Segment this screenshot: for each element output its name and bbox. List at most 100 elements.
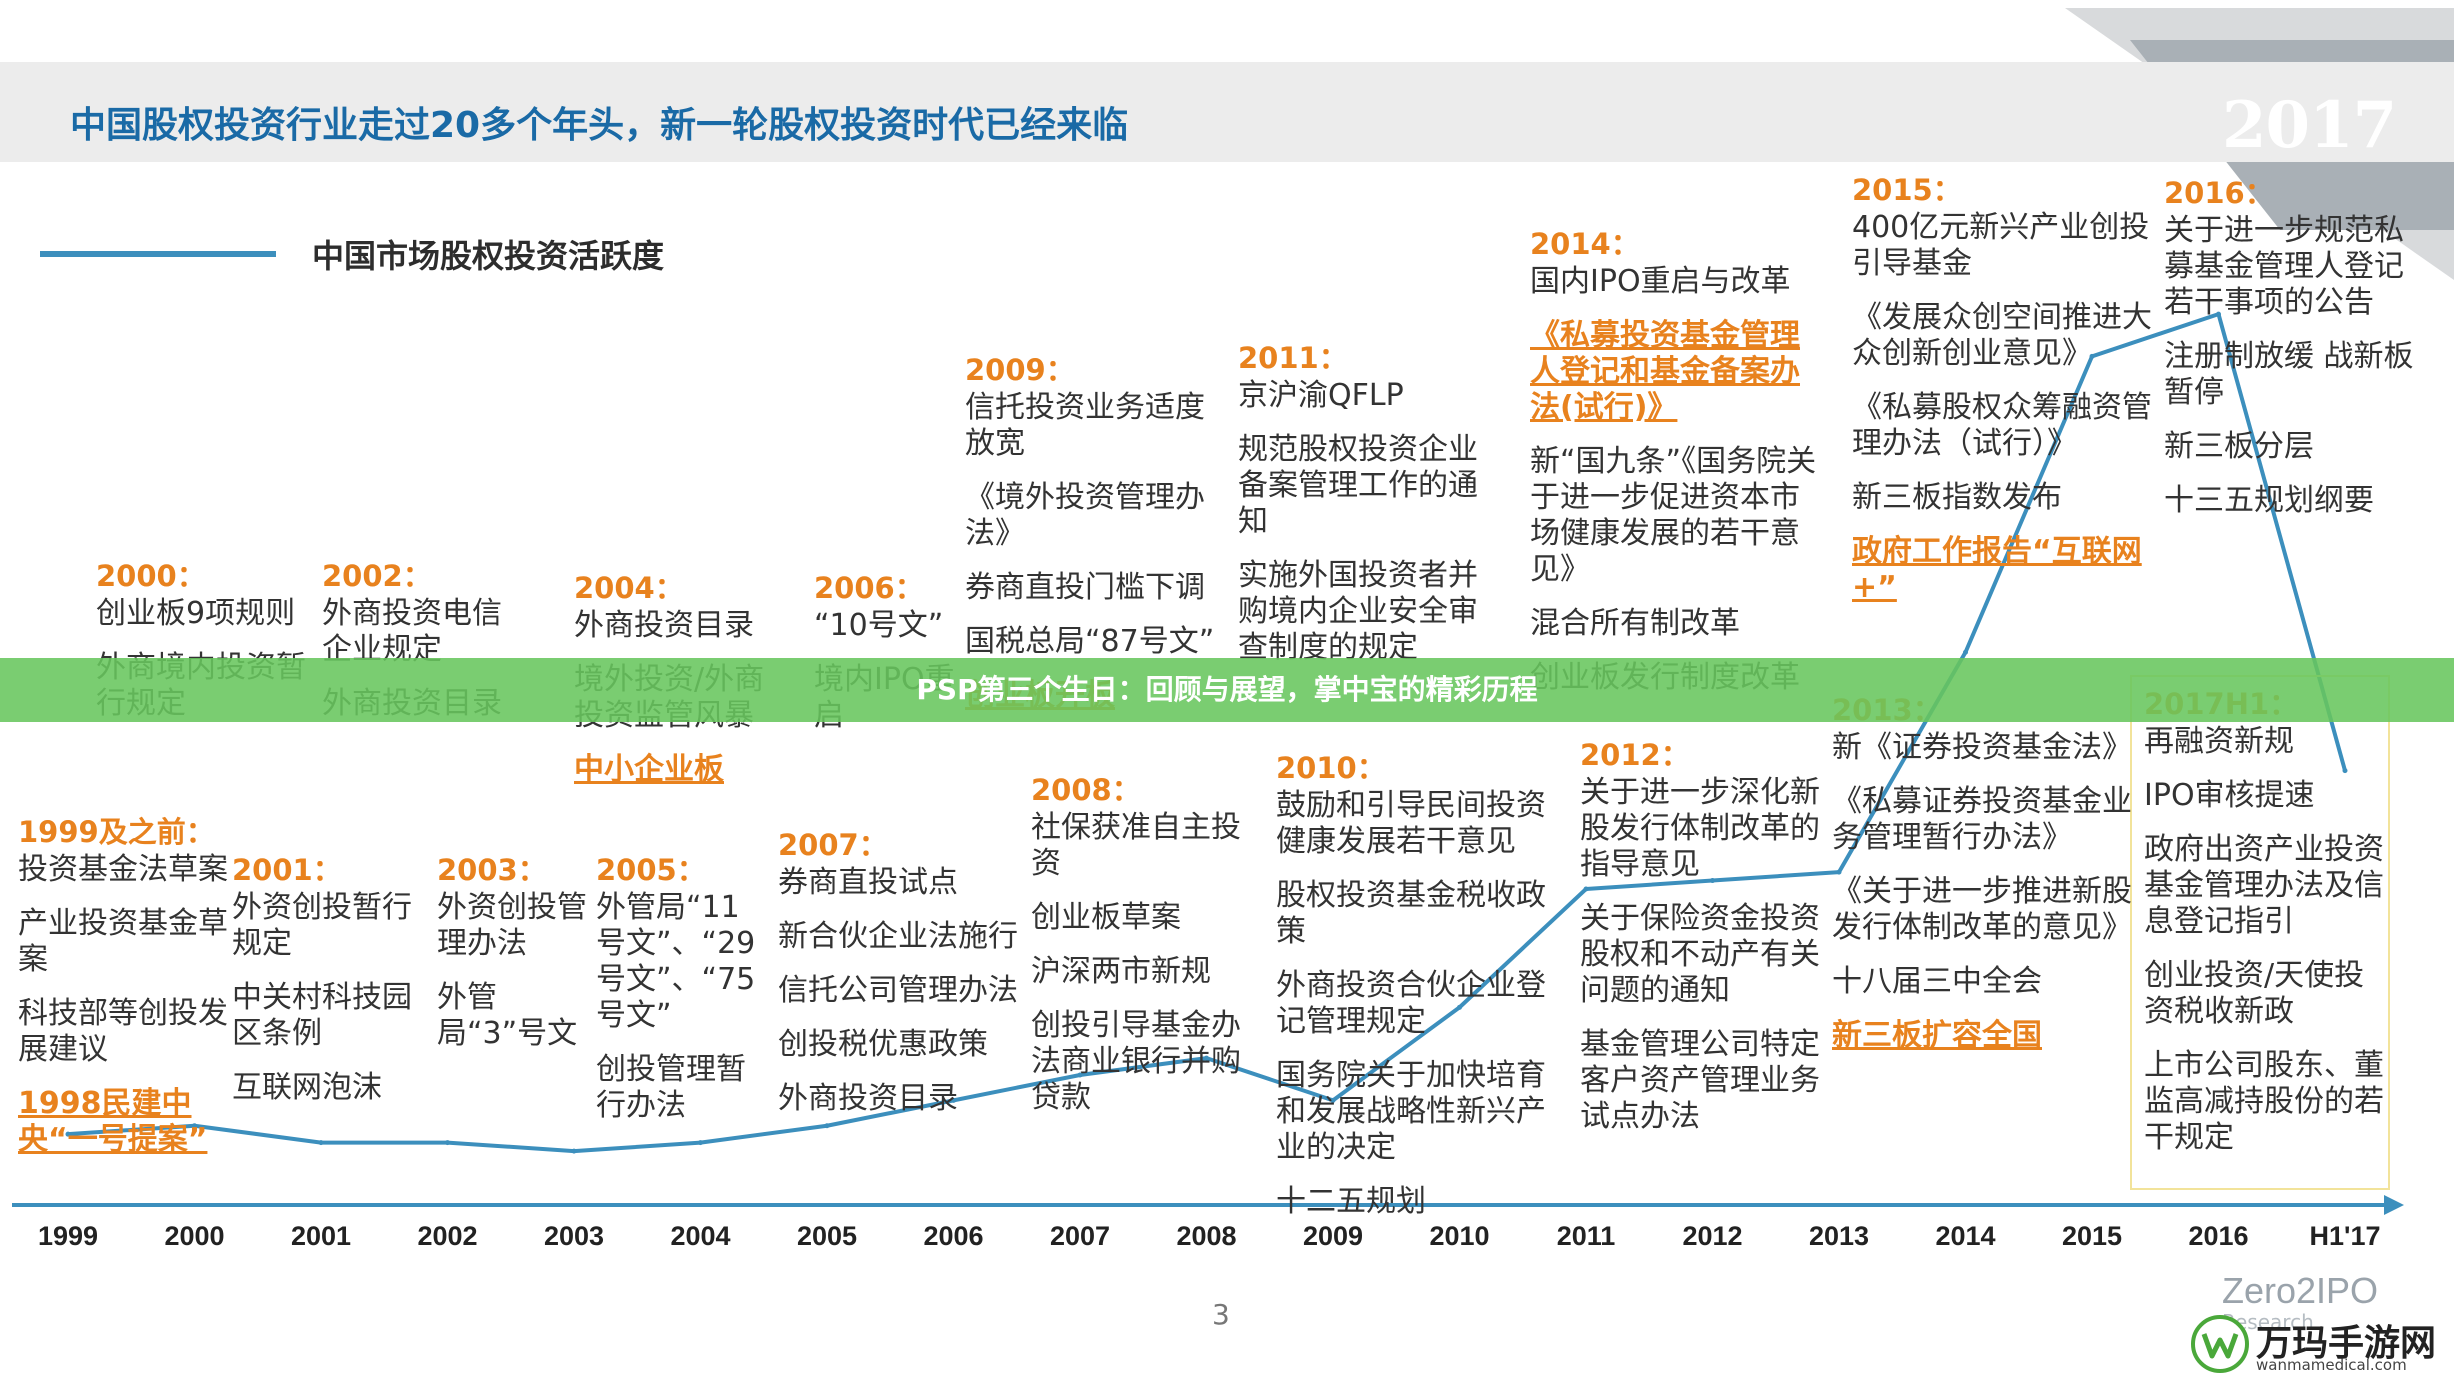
event-item: 国务院关于加快培育和发展战略性新兴产业的决定 <box>1276 1058 1546 1165</box>
event-item: 创投引导基金办法商业银行并购贷款 <box>1031 1008 1241 1115</box>
overlay-banner: PSP第三个生日：回顾与展望，掌中宝的精彩历程 <box>0 658 2454 722</box>
banner-text: PSP第三个生日：回顾与展望，掌中宝的精彩历程 <box>916 673 1538 706</box>
event-item: 外商投资合伙企业登记管理规定 <box>1276 968 1546 1039</box>
event-year-label: 2011： <box>1238 341 1348 375</box>
event-year-label: 2005： <box>596 853 706 887</box>
event-item: 创投税优惠政策 <box>778 1027 988 1062</box>
series-point <box>1330 1097 1336 1103</box>
event-block: 1999及之前： 投资基金法草案 产业投资基金草案 科技部等创投发展建议 1998民建中… <box>18 812 243 1176</box>
series-point <box>318 1140 324 1146</box>
legend-label: 中国市场股权投资活跃度 <box>312 237 665 275</box>
event-item: 新《证券投资基金法》 <box>1832 730 2132 765</box>
event-item: 十三五规划纲要 <box>2164 483 2374 518</box>
event-year-label: 2002： <box>322 559 432 593</box>
series-point <box>2089 353 2095 359</box>
series-point <box>2342 768 2348 774</box>
event-item: 新三板分层 <box>2164 429 2314 464</box>
event-block: 2009： 信托投资业务适度放宽 《境外投资管理办法》 券商直投门槛下调 国税总局“87… <box>965 350 1225 732</box>
event-item: 信托投资业务适度放宽 <box>965 390 1205 461</box>
event-item: 外资创投暂行规定 <box>232 890 412 961</box>
event-item: 关于进一步规范私募基金管理人登记若干事项的公告 <box>2164 213 2404 320</box>
event-year-label: 2016： <box>2164 176 2274 210</box>
series-point <box>1836 869 1842 875</box>
event-item: 国税总局“87号文” <box>965 624 1215 659</box>
event-item: 《关于进一步推进新股发行体制改革的意见》 <box>1832 874 2132 945</box>
x-tick-label: 2011 <box>1557 1221 1616 1251</box>
event-block: 2013：新《证券投资基金法》《私募证券投资基金业务管理暂行办法》《关于进一步推… <box>1832 690 2132 1072</box>
event-item: 规范股权投资企业备案管理工作的通知 <box>1238 432 1478 539</box>
x-axis: 1999 2000 2001 2002 2003 2004 2005 2006 2007 2008… <box>12 1195 2404 1251</box>
event-year-label: 2003： <box>437 853 547 887</box>
x-tick-label: 2010 <box>1429 1221 1489 1251</box>
series-point <box>1583 886 1589 892</box>
page-number: 3 <box>1212 1298 1230 1331</box>
event-year-label: 2006： <box>814 571 924 605</box>
event-block: 2012： 关于进一步深化新股发行体制改革的指导意见 关于保险资金投资股权和不动产有… <box>1580 735 1830 1153</box>
event-item: 外资创投管理办法 <box>437 890 587 961</box>
slide-title: 中国股权投资行业走过20多个年头，新一轮股权投资时代已经来临 <box>70 105 1129 146</box>
event-item: 信托公司管理办法 <box>778 973 1018 1008</box>
event-item: 券商直投门槛下调 <box>965 570 1205 605</box>
event-item: 再融资新规 <box>2144 724 2294 759</box>
event-item: 新三板指数发布 <box>1852 480 2062 515</box>
event-item: 中关村科技园区条例 <box>232 980 412 1051</box>
x-tick-label: 2005 <box>797 1221 857 1251</box>
event-item: 新“国九条”《国务院关于进一步促进资本市场健康发展的若干意见》 <box>1530 444 1817 587</box>
event-item: 《境外投资管理办法》 <box>965 480 1205 551</box>
event-block: 2008： 社保获准自主投资 创业板草案 沪深两市新规 创投引导基金办法商业银行并购贷款 <box>1031 770 1241 1134</box>
event-item: 外商投资目录 <box>574 608 754 643</box>
event-item: 股权投资基金税收政策 <box>1276 878 1546 949</box>
event-item: 基金管理公司特定客户资产管理业务试点办法 <box>1580 1027 1820 1134</box>
x-tick-label: H1'17 <box>2310 1221 2381 1251</box>
event-item: 京沪渝QFLP <box>1238 378 1404 413</box>
event-item: 关于进一步深化新股发行体制改革的指导意见 <box>1580 775 1820 882</box>
event-block: 2017H1：再融资新规IPO审核提速政府出资产业投资基金管理办法及信息登记指引… <box>2144 684 2384 1174</box>
event-item: 注册制放缓 战新板暂停 <box>2164 339 2414 410</box>
watermark-url: wanmamedical.com <box>2256 1356 2407 1374</box>
x-tick-label: 2014 <box>1935 1221 1995 1251</box>
event-year-label: 2012： <box>1580 738 1690 772</box>
w-logo-icon <box>2191 1315 2249 1373</box>
event-year-label: 2014： <box>1530 227 1640 261</box>
event-item: 外商投资目录 <box>778 1081 958 1116</box>
series-point <box>2216 311 2221 317</box>
series-point <box>1077 1072 1083 1078</box>
series-point <box>1204 1055 1209 1061</box>
series-point <box>951 1097 956 1103</box>
event-block: 2007： 券商直投试点 新合伙企业法施行 信托公司管理办法 创投税优惠政策 外商投资目录 <box>778 825 1018 1135</box>
event-item: 外管局“11号文”、“29号文”、“75号文” <box>596 890 756 1033</box>
event-highlight-item: 1998民建中央“一号提案” <box>18 1086 208 1157</box>
event-item: 创投管理暂行办法 <box>596 1052 746 1123</box>
event-item: 国内IPO重启与改革 <box>1530 264 1791 299</box>
series-point <box>1963 649 1968 655</box>
event-item: 外管局“3”号文 <box>437 980 578 1051</box>
series-point <box>698 1140 703 1146</box>
event-item: 《发展众创空间推进大众创新创业意见》 <box>1852 300 2152 371</box>
event-highlight-item: 中小企业板 <box>574 752 724 787</box>
event-year-label: 2004： <box>574 571 684 605</box>
event-item: 创业投资/天使投资税收新政 <box>2144 958 2365 1029</box>
event-item: 混合所有制改革 <box>1530 606 1740 641</box>
event-block: 2010： 鼓励和引导民间投资健康发展若干意见 股权投资基金税收政策 外商投资合伙企业… <box>1276 748 1556 1238</box>
chart-legend: 中国市场股权投资活跃度 <box>40 232 664 276</box>
event-block: 2014： 国内IPO重启与改革 《私募投资基金管理人登记和基金备案办法(试行)》新… <box>1530 224 1825 714</box>
event-item: 投资基金法草案 <box>18 852 228 887</box>
event-item: 关于保险资金投资股权和不动产有关问题的通知 <box>1580 901 1820 1008</box>
event-year-label: 2010： <box>1276 751 1386 785</box>
series-point <box>65 1131 71 1137</box>
event-block: 2001： 外资创投暂行规定 中关村科技园区条例 互联网泡沫 <box>232 850 432 1124</box>
series-point <box>192 1123 197 1129</box>
x-tick-label: 2003 <box>544 1221 604 1251</box>
title-band <box>0 62 2454 162</box>
event-item: 《私募证券投资基金业务管理暂行办法》 <box>1832 784 2132 855</box>
event-item: 创业板草案 <box>1031 900 1181 935</box>
event-item: 上市公司股东、董监高减持股份的若干规定 <box>2144 1048 2384 1155</box>
event-block: 2011： 京沪渝QFLP 规范股权投资企业备案管理工作的通知 实施外国投资者并购境内… <box>1238 338 1488 684</box>
brand-logo: Zero2IPO <box>2222 1270 2379 1311</box>
x-tick-label: 2016 <box>2188 1221 2248 1251</box>
event-block: 2003： 外资创投管理办法 外管局“3”号文 <box>437 850 587 1070</box>
watermark-name: 万玛手游网 <box>2256 1323 2437 1364</box>
event-item: 互联网泡沫 <box>232 1070 382 1105</box>
x-tick-label: 2004 <box>670 1221 730 1251</box>
